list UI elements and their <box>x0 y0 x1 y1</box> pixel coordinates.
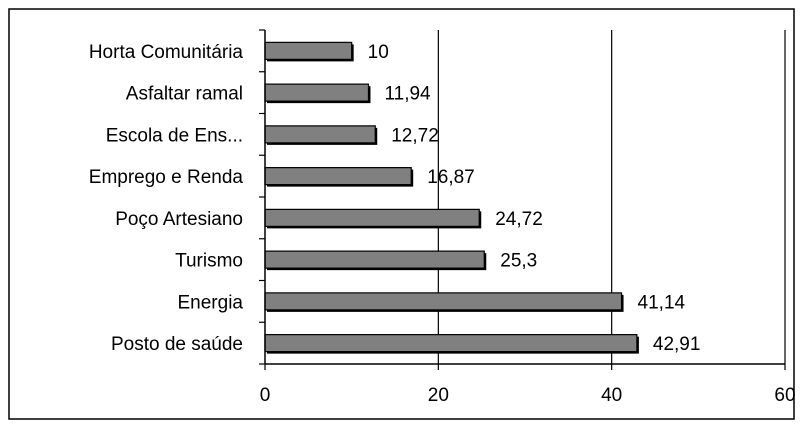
value-label: 42,91 <box>653 334 701 355</box>
value-label: 10 <box>368 42 389 63</box>
x-tick-label: 60 <box>774 385 795 406</box>
x-tick-label: 20 <box>428 385 449 406</box>
bar <box>264 208 480 227</box>
value-label: 11,94 <box>384 84 431 105</box>
category-label: Horta Comunitária <box>89 42 244 63</box>
category-label: Emprego e Renda <box>89 167 244 188</box>
bar <box>264 250 485 269</box>
bar <box>264 83 370 102</box>
value-label: 41,14 <box>638 292 686 313</box>
bar <box>264 334 638 353</box>
category-label: Turismo <box>175 251 243 272</box>
value-label: 16,87 <box>427 167 475 188</box>
bar <box>264 125 376 144</box>
bar <box>264 292 623 311</box>
value-label: 24,72 <box>495 209 543 230</box>
category-labels: Horta Comunitária Asfaltar ramal Escola de… <box>89 42 244 355</box>
x-tick-labels: 0 20 40 60 <box>260 385 796 406</box>
category-label: Poço Artesiano <box>115 209 243 230</box>
value-label: 12,72 <box>391 125 439 146</box>
bar <box>264 41 353 60</box>
category-label: Posto de saúde <box>111 334 243 355</box>
category-label: Energia <box>178 292 244 313</box>
x-tick-label: 0 <box>260 385 271 406</box>
category-label: Asfaltar ramal <box>126 84 243 105</box>
bar <box>264 167 412 186</box>
category-label: Escola de Ens... <box>106 125 243 146</box>
value-labels: 10 11,94 12,72 16,87 24,72 25,3 41,14 42,91 <box>368 42 701 355</box>
value-label: 25,3 <box>500 251 537 272</box>
x-tick-label: 40 <box>601 385 622 406</box>
axes <box>259 29 786 370</box>
